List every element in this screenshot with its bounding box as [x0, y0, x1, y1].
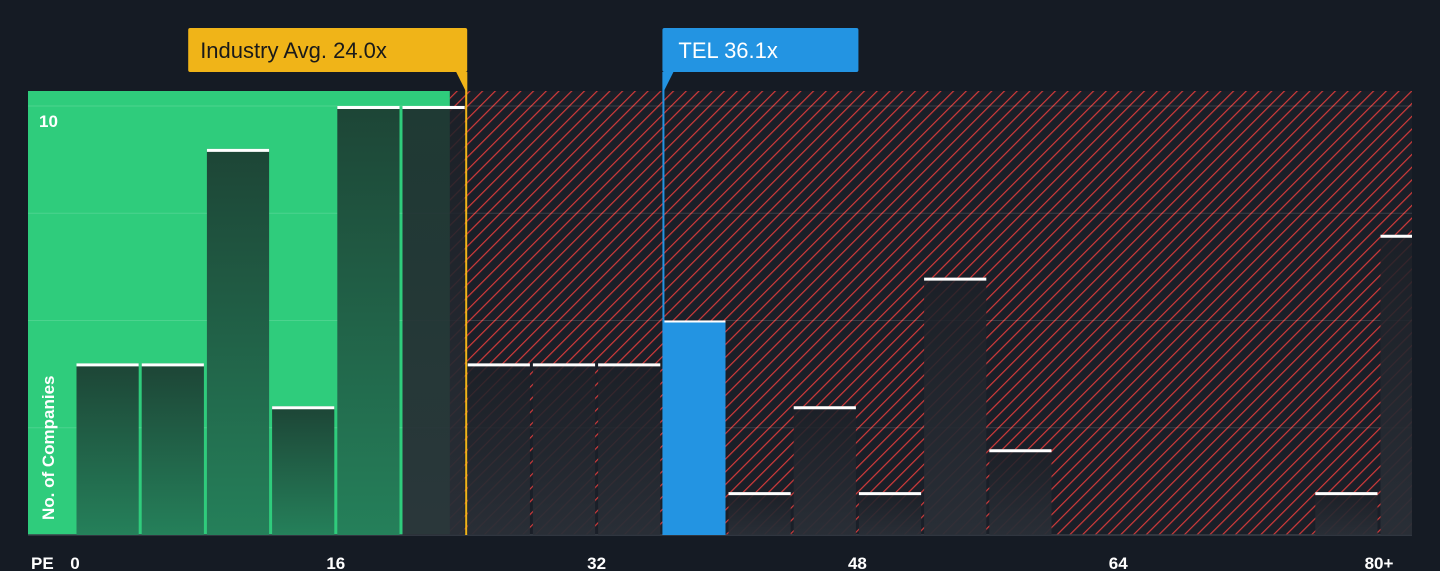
x-axis-ticks: 0 16 32 48 64 80+: [70, 554, 1393, 571]
bar-bin-52: [924, 277, 987, 535]
bar-bin-48: [858, 492, 922, 535]
company-callout-pointer: [662, 72, 674, 94]
company-callout-box: [662, 28, 859, 72]
bar-bin-0: [76, 363, 139, 535]
bar-bin-76: [1315, 492, 1378, 535]
x-tick-label-16: 16: [326, 554, 345, 571]
bar-bin-40: [728, 492, 791, 535]
bar-bin-20: [402, 106, 465, 535]
bar-bin-56: [989, 449, 1052, 535]
company-label: TEL 36.1x: [678, 38, 777, 63]
bar-bin-8: [206, 148, 270, 536]
bar-bin-28: [532, 363, 596, 535]
industry-avg-label: Industry Avg. 24.0x: [200, 38, 387, 63]
x-tick-label-48: 48: [848, 554, 867, 571]
bar-bin-44: [793, 406, 856, 535]
x-axis-label: PE: [31, 554, 54, 571]
x-tick-label-0: 0: [70, 554, 79, 571]
bar-bin-12: [272, 406, 335, 535]
reference-lines: [465, 72, 665, 535]
bar-bin-32: [598, 363, 661, 535]
bar-bin-16: [337, 106, 400, 535]
company-callout: TEL 36.1x: [662, 28, 859, 94]
x-tick-label-80plus: 80+: [1365, 554, 1394, 571]
y-axis-label: No. of Companies: [39, 375, 58, 520]
bars: [76, 106, 1412, 536]
x-tick-label-64: 64: [1109, 554, 1128, 571]
industry-avg-callout-pointer: [456, 72, 468, 94]
bar-bin-4: [141, 363, 204, 535]
x-tick-label-32: 32: [587, 554, 606, 571]
bar-bin-80: [1380, 234, 1412, 535]
industry-avg-callout-box: [188, 28, 468, 72]
bar-bin-36: [663, 320, 726, 535]
bar-bin-24: [467, 363, 530, 535]
industry-avg-callout: Industry Avg. 24.0x: [188, 28, 468, 94]
y-tick-label: 10: [39, 112, 58, 131]
